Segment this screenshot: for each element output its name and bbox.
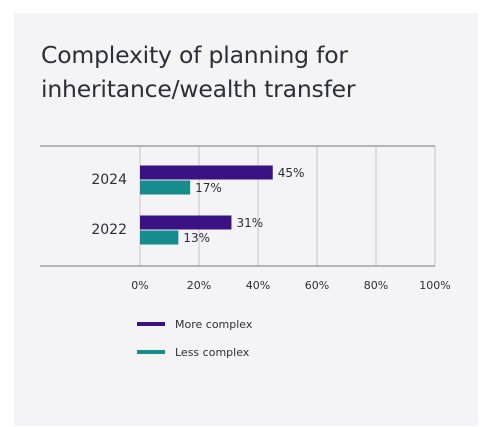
legend-label-more-complex: More complex bbox=[175, 317, 253, 331]
x-tick-label-2: 40% bbox=[246, 279, 270, 292]
x-tick-label-3: 60% bbox=[305, 279, 329, 292]
x-tick-label-4: 80% bbox=[364, 279, 388, 292]
data-label-less-complex-2022: 13% bbox=[183, 231, 210, 245]
chart-title: Complexity of planning for inheritance/w… bbox=[41, 41, 356, 103]
category-label-2024: 2024 bbox=[91, 172, 127, 188]
x-tick-label-0: 0% bbox=[131, 279, 148, 292]
legend-item-less-complex: Less complex bbox=[137, 342, 252, 362]
bar-more-complex-2024 bbox=[140, 165, 273, 180]
category-label-2022: 2022 bbox=[91, 222, 127, 238]
x-tick-label-5: 100% bbox=[419, 279, 450, 292]
data-label-more-complex-2022: 31% bbox=[236, 216, 263, 230]
x-tick-label-1: 20% bbox=[187, 279, 211, 292]
legend-label-less-complex: Less complex bbox=[175, 345, 250, 359]
bar-less-complex-2024 bbox=[140, 180, 191, 195]
bar-less-complex-2022 bbox=[140, 230, 179, 245]
data-label-more-complex-2024: 45% bbox=[278, 166, 305, 180]
legend-swatch-more-complex bbox=[137, 322, 165, 326]
legend-swatch-less-complex bbox=[137, 350, 165, 354]
data-label-less-complex-2024: 17% bbox=[195, 181, 222, 195]
bar-more-complex-2022 bbox=[140, 215, 232, 230]
legend-item-more-complex: More complex bbox=[137, 314, 252, 334]
chart-legend: More complex Less complex bbox=[137, 314, 252, 370]
chart-panel bbox=[14, 13, 478, 426]
